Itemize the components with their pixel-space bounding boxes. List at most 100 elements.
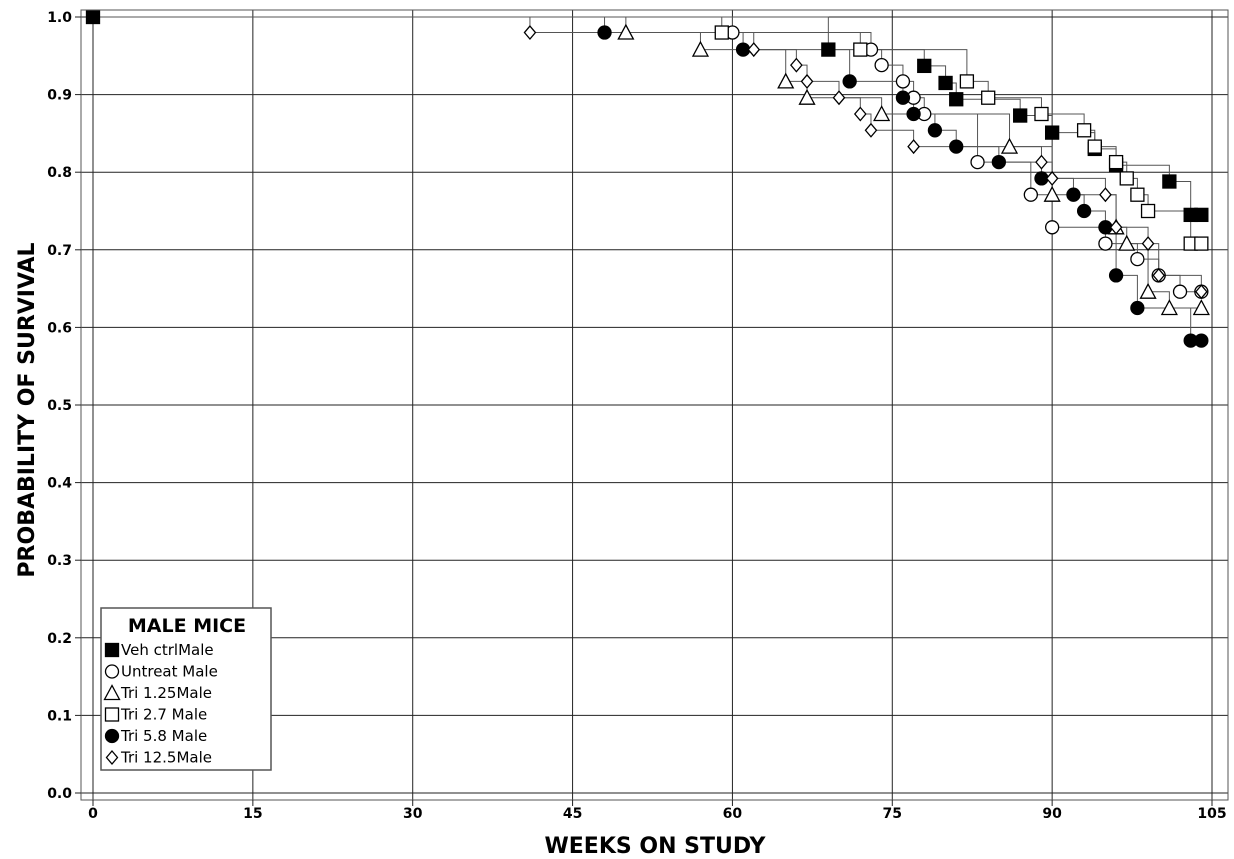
data-point-marker	[1194, 236, 1209, 251]
data-point-marker	[1194, 207, 1209, 223]
legend-marker	[103, 684, 121, 701]
data-point-marker	[821, 42, 836, 57]
x-tick-label: 45	[563, 806, 582, 822]
data-point-marker	[970, 154, 985, 170]
data-point-marker	[790, 57, 803, 73]
data-point-marker	[1130, 251, 1145, 267]
data-point-marker	[864, 122, 878, 138]
data-point-marker	[1194, 284, 1208, 300]
data-point-marker	[1076, 123, 1092, 138]
y-axis-title: PROBABILITY OF SURVIVAL	[15, 242, 40, 577]
data-point-marker	[1130, 300, 1145, 316]
data-point-marker	[1152, 267, 1166, 283]
data-point-marker	[949, 139, 964, 154]
legend-marker	[104, 664, 120, 679]
data-point-marker	[1108, 268, 1124, 283]
data-point-marker	[1023, 187, 1038, 202]
data-point-marker	[691, 40, 710, 57]
y-tick-label: 0.5	[47, 398, 72, 414]
x-tick-label: 30	[403, 806, 423, 822]
data-point-marker	[1194, 333, 1209, 348]
data-point-marker	[798, 88, 816, 105]
data-point-marker	[1162, 174, 1177, 189]
data-point-marker	[1035, 154, 1048, 170]
data-point-marker	[777, 72, 795, 89]
legend-label: Tri 2.7 Male	[120, 706, 207, 724]
data-point-marker	[1139, 282, 1157, 299]
data-point-marker	[1108, 154, 1124, 170]
legend-label: Untreat Male	[121, 663, 218, 681]
data-point-marker	[1130, 187, 1145, 202]
survival-curve-1	[93, 16, 1202, 293]
data-point-marker	[617, 23, 635, 40]
grid	[81, 10, 1228, 800]
x-tick-label: 0	[88, 806, 98, 822]
data-point-marker	[949, 92, 964, 107]
data-point-marker	[1000, 137, 1019, 154]
data-point-marker	[714, 25, 729, 40]
data-point-marker	[1087, 139, 1102, 154]
y-tick-label: 0.0	[47, 786, 72, 802]
data-point-marker	[873, 105, 891, 122]
data-point-marker	[1140, 203, 1156, 219]
legend: MALE MICE Veh ctrlMale Untreat Male Tri 1.…	[100, 607, 272, 771]
series-markers	[85, 9, 1210, 348]
data-point-marker	[597, 25, 612, 40]
data-point-marker	[1141, 236, 1155, 252]
x-tick-label: 75	[883, 806, 902, 822]
data-point-marker	[1160, 299, 1178, 316]
data-point-marker	[523, 25, 537, 41]
legend-marker	[104, 728, 120, 744]
legend-items: Veh ctrlMale Untreat Male Tri 1.25Male Tri …	[103, 641, 218, 767]
data-point-marker	[907, 139, 920, 155]
legend-label: Veh ctrlMale	[121, 641, 214, 659]
data-point-marker	[85, 9, 101, 25]
data-point-marker	[991, 154, 1007, 170]
data-point-marker	[938, 75, 953, 91]
data-point-marker	[1118, 234, 1136, 251]
data-point-marker	[842, 74, 857, 89]
legend-marker	[105, 749, 119, 766]
data-point-marker	[1045, 170, 1059, 186]
x-axis-title: WEEKS ON STUDY	[545, 834, 767, 859]
legend-label: Tri 12.5Male	[120, 749, 212, 767]
data-point-marker	[874, 57, 889, 73]
data-point-marker	[1013, 108, 1028, 123]
data-point-marker	[1172, 284, 1188, 299]
y-tick-label: 0.9	[47, 88, 72, 104]
data-point-marker	[1119, 171, 1134, 186]
data-point-marker	[853, 106, 867, 122]
data-point-marker	[800, 73, 814, 89]
data-point-marker	[747, 42, 761, 58]
legend-label: Tri 5.8 Male	[120, 727, 207, 745]
y-tick-label: 0.2	[47, 631, 72, 647]
data-point-marker	[1109, 219, 1123, 235]
data-point-marker	[1034, 106, 1049, 122]
data-point-marker	[906, 106, 921, 122]
x-tick-label: 90	[1042, 806, 1062, 822]
data-point-marker	[1066, 187, 1081, 202]
data-point-marker	[1098, 236, 1113, 251]
data-point-marker	[853, 42, 868, 57]
y-tick-label: 0.3	[47, 553, 72, 569]
x-tick-label: 15	[243, 806, 262, 822]
data-point-marker	[959, 74, 975, 89]
data-point-marker	[895, 74, 911, 89]
data-point-marker	[832, 90, 846, 106]
data-point-marker	[1076, 203, 1092, 219]
data-point-marker	[1192, 299, 1210, 316]
data-point-marker	[1044, 220, 1060, 235]
x-tick-label: 105	[1197, 806, 1226, 822]
x-tick-label: 60	[723, 806, 743, 822]
survival-curve-4	[93, 16, 1202, 342]
y-tick-label: 0.1	[47, 708, 72, 724]
legend-label: Tri 1.25Male	[120, 684, 212, 702]
survival-curve-5	[93, 16, 1202, 292]
axis-ticks: 0 15 30 45 60 75 90 105 0.0 0.1 0.2 0.3 0.4 0.5 0.6 0.7…	[47, 10, 1226, 822]
y-tick-label: 1.0	[47, 10, 72, 26]
data-point-marker	[1099, 187, 1112, 203]
legend-title: MALE MICE	[128, 615, 246, 637]
data-point-marker	[1043, 185, 1061, 202]
y-tick-label: 0.7	[47, 243, 72, 259]
